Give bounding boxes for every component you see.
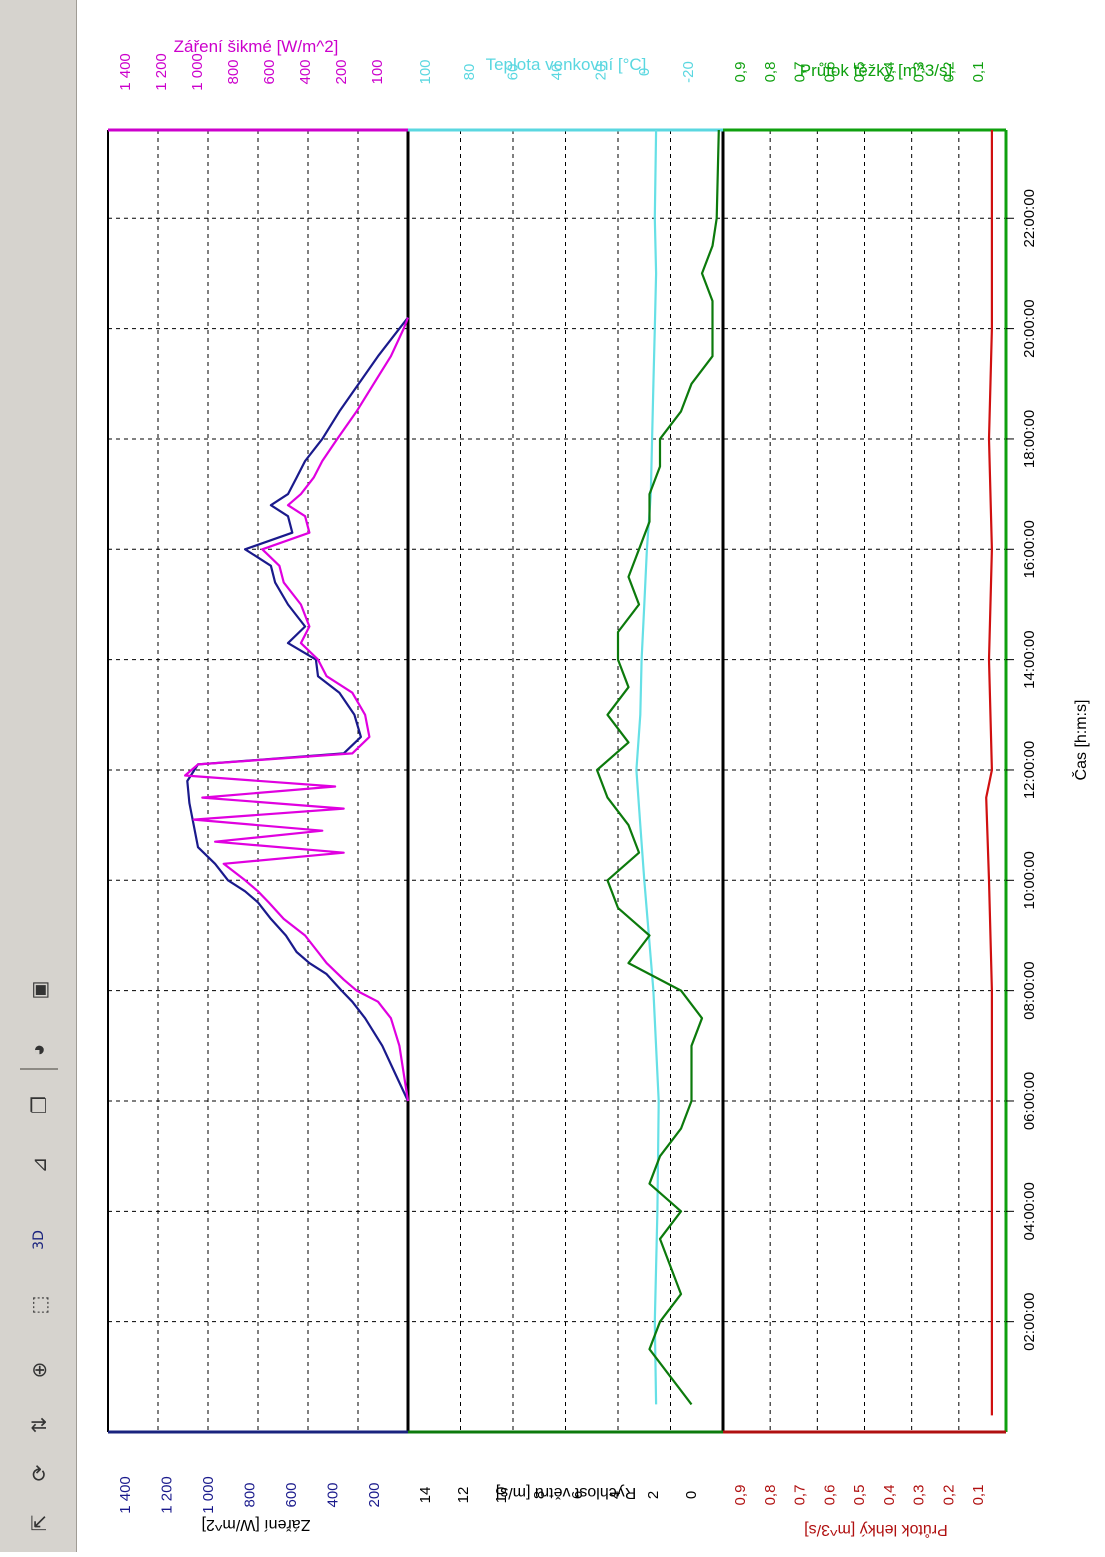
wind-left-tick-4: 6 xyxy=(569,1491,586,1499)
copy-icon[interactable]: ❐ xyxy=(28,1096,51,1114)
wind-right-tick-4: 20 xyxy=(592,64,609,81)
axis-scale-icon[interactable]: ⇅ xyxy=(28,1416,51,1434)
radiation-series-1 xyxy=(183,317,410,1102)
flow-series-0 xyxy=(985,130,994,1416)
radiation-right-tick-2: 1 000 xyxy=(189,53,206,91)
wind-right-tick-3: 40 xyxy=(549,64,566,81)
flow-right-tick-8: 0,1 xyxy=(970,62,987,83)
radiation-series-0 xyxy=(186,316,409,1102)
time-tick-label-7: 16:00:00 xyxy=(1021,520,1038,578)
wind-series-0 xyxy=(635,129,660,1405)
chart-area: 02:00:00 04:00:00 06:00:00 08:00:00 10:00:00… xyxy=(76,0,1105,1552)
radiation-right-tick-4: 600 xyxy=(261,59,278,84)
axes-icon[interactable]: ⊿ xyxy=(28,1156,51,1174)
time-tick-label-3: 08:00:00 xyxy=(1021,961,1038,1019)
wind-left-tick-5: 4 xyxy=(607,1491,624,1499)
time-tick-label-2: 06:00:00 xyxy=(1021,1072,1038,1130)
flow-right-tick-6: 0,3 xyxy=(911,62,928,83)
flow-left-tick-6: 0,3 xyxy=(911,1485,928,1506)
wind-right-tick-2: 60 xyxy=(505,64,522,81)
flow-left-tick-4: 0,5 xyxy=(851,1485,868,1506)
flow-left-tick-3: 0,6 xyxy=(821,1485,838,1506)
radiation-right-tick-5: 400 xyxy=(297,59,314,84)
three-d-toggle[interactable]: 3D xyxy=(31,1230,47,1250)
zoom-in-icon[interactable]: ⊕ xyxy=(28,1361,51,1379)
wind-right-title: Teplota venkovní [°C] xyxy=(486,55,647,74)
flow-left-title: Průtok lehký [m^3/s] xyxy=(804,1521,948,1539)
radiation-left-tick-4: 600 xyxy=(283,1482,300,1507)
wind-series-1 xyxy=(595,129,720,1406)
flow-left-tick-5: 0,4 xyxy=(881,1485,898,1506)
flow-left-tick-2: 0,7 xyxy=(792,1485,809,1506)
time-tick-label-1: 04:00:00 xyxy=(1021,1182,1038,1240)
flow-right-tick-2: 0,7 xyxy=(792,62,809,83)
radiation-left-tick-0: 1 400 xyxy=(117,1476,134,1514)
wind-left-title: Rychlost větru [m/s] xyxy=(496,1484,636,1501)
time-tick-label-4: 10:00:00 xyxy=(1021,851,1038,909)
flow-left-tick-1: 0,8 xyxy=(762,1485,779,1506)
chart-svg: 02:00:00 04:00:00 06:00:00 08:00:00 10:00:00… xyxy=(107,37,1090,1539)
flow-right-title: Průtok těžký [m^3/s] xyxy=(800,61,953,80)
radiation-right-tick-1: 1 200 xyxy=(153,53,170,91)
flow-right-tick-5: 0,4 xyxy=(881,62,898,83)
radiation-left-tick-2: 1 000 xyxy=(200,1476,217,1514)
wind-right-tick-1: 80 xyxy=(461,64,478,81)
time-tick-label-10: 22:00:00 xyxy=(1021,189,1038,247)
wind-left-tick-1: 12 xyxy=(455,1487,472,1504)
radiation-left-tick-3: 800 xyxy=(242,1482,259,1507)
radiation-left-tick-1: 1 200 xyxy=(159,1476,176,1514)
pointer-icon[interactable]: ⇱ xyxy=(28,1514,51,1532)
radiation-left-tick-5: 400 xyxy=(325,1482,342,1507)
radiation-right-tick-6: 200 xyxy=(333,59,350,84)
wind-left-tick-7: 0 xyxy=(683,1491,700,1499)
toolbar: ⇱ ⟳ ⇅ ⊕ ⬚ 3D ⊿ ❐ ◕ ▣ xyxy=(0,0,77,1552)
flow-right-tick-0: 0,9 xyxy=(732,62,749,83)
time-tick-label-0: 02:00:00 xyxy=(1021,1292,1038,1350)
radiation-left-tick-6: 200 xyxy=(366,1482,383,1507)
wind-left-tick-0: 14 xyxy=(417,1487,434,1504)
flow-right-tick-3: 0,6 xyxy=(821,62,838,83)
radiation-right-tick-7: 100 xyxy=(369,59,386,84)
radiation-right-title: Záření šikmé [W/m^2] xyxy=(174,37,339,56)
refresh-icon[interactable]: ⟳ xyxy=(28,1464,51,1482)
wind-right-tick-0: 100 xyxy=(417,59,434,84)
time-tick-label-6: 14:00:00 xyxy=(1021,630,1038,688)
radiation-right-tick-3: 800 xyxy=(225,59,242,84)
wind-left-tick-6: 2 xyxy=(645,1491,662,1499)
save-icon[interactable]: ▣ xyxy=(28,980,51,1000)
radiation-left-title: Záření [W/m^2] xyxy=(202,1516,311,1533)
flow-left-tick-7: 0,2 xyxy=(940,1485,957,1506)
flow-left-tick-8: 0,1 xyxy=(970,1485,987,1506)
wind-right-tick-6: -20 xyxy=(680,61,697,83)
time-tick-label-8: 18:00:00 xyxy=(1021,410,1038,468)
flow-right-tick-1: 0,8 xyxy=(762,62,779,83)
toolbar-separator xyxy=(20,1068,58,1070)
time-tick-label-9: 20:00:00 xyxy=(1021,299,1038,357)
wind-left-tick-2: 10 xyxy=(493,1487,510,1504)
flow-right-tick-7: 0,2 xyxy=(940,62,957,83)
radiation-right-tick-0: 1 400 xyxy=(117,53,134,91)
flow-right-tick-4: 0,5 xyxy=(851,62,868,83)
wind-right-tick-5: 0 xyxy=(636,68,653,76)
wind-left-tick-3: 8 xyxy=(531,1491,548,1499)
export-icon[interactable]: ⬚ xyxy=(28,1295,51,1315)
palette-icon[interactable]: ◕ xyxy=(27,1043,50,1057)
flow-left-tick-0: 0,9 xyxy=(732,1485,749,1506)
time-tick-label-5: 12:00:00 xyxy=(1021,741,1038,799)
x-axis-title: Čas [h:m:s] xyxy=(1071,700,1090,781)
